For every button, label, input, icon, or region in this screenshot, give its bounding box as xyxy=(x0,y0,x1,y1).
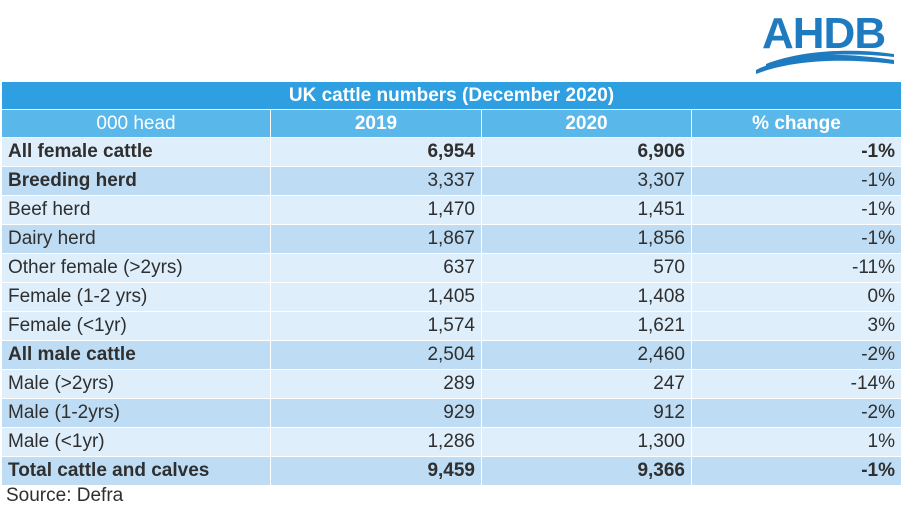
value-2019: 3,337 xyxy=(270,166,482,196)
value-change: -2% xyxy=(691,340,902,370)
value-2019: 929 xyxy=(270,398,482,428)
value-2019: 1,574 xyxy=(270,311,482,341)
row-label: Dairy herd xyxy=(1,224,271,254)
value-2020: 2,460 xyxy=(481,340,692,370)
value-2020: 570 xyxy=(481,253,692,283)
source-note: Source: Defra xyxy=(6,485,124,506)
header-2020: 2020 xyxy=(481,109,692,138)
table-row: Total cattle and calves 9,459 9,366 -1% xyxy=(1,456,902,486)
value-2020: 247 xyxy=(481,369,692,399)
row-label: Female (<1yr) xyxy=(1,311,271,341)
value-2020: 1,300 xyxy=(481,427,692,457)
value-2019: 637 xyxy=(270,253,482,283)
logo-wave-icon xyxy=(756,50,894,74)
value-2020: 912 xyxy=(481,398,692,428)
table-row: Dairy herd 1,867 1,856 -1% xyxy=(1,224,902,254)
row-label: Male (<1yr) xyxy=(1,427,271,457)
table-row: Female (1-2 yrs) 1,405 1,408 0% xyxy=(1,282,902,312)
value-2020: 1,621 xyxy=(481,311,692,341)
value-2020: 9,366 xyxy=(481,456,692,486)
table-row: Female (<1yr) 1,574 1,621 3% xyxy=(1,311,902,341)
row-label: All female cattle xyxy=(1,137,271,167)
row-label: All male cattle xyxy=(1,340,271,370)
value-change: -1% xyxy=(691,166,902,196)
cattle-numbers-table: UK cattle numbers (December 2020) 000 he… xyxy=(1,81,902,486)
ahdb-logo: AHDB xyxy=(752,8,898,74)
table-row: All female cattle 6,954 6,906 -1% xyxy=(1,137,902,167)
table-row: Male (>2yrs) 289 247 -14% xyxy=(1,369,902,399)
header-unit: 000 head xyxy=(1,109,271,138)
value-change: 1% xyxy=(691,427,902,457)
value-change: -14% xyxy=(691,369,902,399)
value-2019: 9,459 xyxy=(270,456,482,486)
table-row: Male (1-2yrs) 929 912 -2% xyxy=(1,398,902,428)
value-2020: 1,451 xyxy=(481,195,692,225)
value-2020: 1,856 xyxy=(481,224,692,254)
row-label: Total cattle and calves xyxy=(1,456,271,486)
value-2019: 1,286 xyxy=(270,427,482,457)
value-change: -1% xyxy=(691,456,902,486)
value-2020: 6,906 xyxy=(481,137,692,167)
value-2019: 6,954 xyxy=(270,137,482,167)
table-row: All male cattle 2,504 2,460 -2% xyxy=(1,340,902,370)
value-change: -11% xyxy=(691,253,902,283)
table-row: Breeding herd 3,337 3,307 -1% xyxy=(1,166,902,196)
value-2019: 1,405 xyxy=(270,282,482,312)
value-change: -1% xyxy=(691,137,902,167)
value-change: 3% xyxy=(691,311,902,341)
table-row: Male (<1yr) 1,286 1,300 1% xyxy=(1,427,902,457)
row-label: Male (>2yrs) xyxy=(1,369,271,399)
value-change: -1% xyxy=(691,224,902,254)
value-2020: 1,408 xyxy=(481,282,692,312)
value-change: -1% xyxy=(691,195,902,225)
table-header-row: 000 head 2019 2020 % change xyxy=(1,109,902,138)
table-title-row: UK cattle numbers (December 2020) xyxy=(1,81,902,110)
header-2019: 2019 xyxy=(270,109,482,138)
table-row: Other female (>2yrs) 637 570 -11% xyxy=(1,253,902,283)
logo-text: AHDB xyxy=(762,9,886,58)
value-2019: 2,504 xyxy=(270,340,482,370)
value-2020: 3,307 xyxy=(481,166,692,196)
row-label: Beef herd xyxy=(1,195,271,225)
row-label: Breeding herd xyxy=(1,166,271,196)
table-row: Beef herd 1,470 1,451 -1% xyxy=(1,195,902,225)
value-change: -2% xyxy=(691,398,902,428)
header-change: % change xyxy=(691,109,902,138)
value-2019: 1,867 xyxy=(270,224,482,254)
row-label: Male (1-2yrs) xyxy=(1,398,271,428)
row-label: Female (1-2 yrs) xyxy=(1,282,271,312)
value-2019: 1,470 xyxy=(270,195,482,225)
row-label: Other female (>2yrs) xyxy=(1,253,271,283)
value-2019: 289 xyxy=(270,369,482,399)
value-change: 0% xyxy=(691,282,902,312)
table-title: UK cattle numbers (December 2020) xyxy=(1,81,902,110)
